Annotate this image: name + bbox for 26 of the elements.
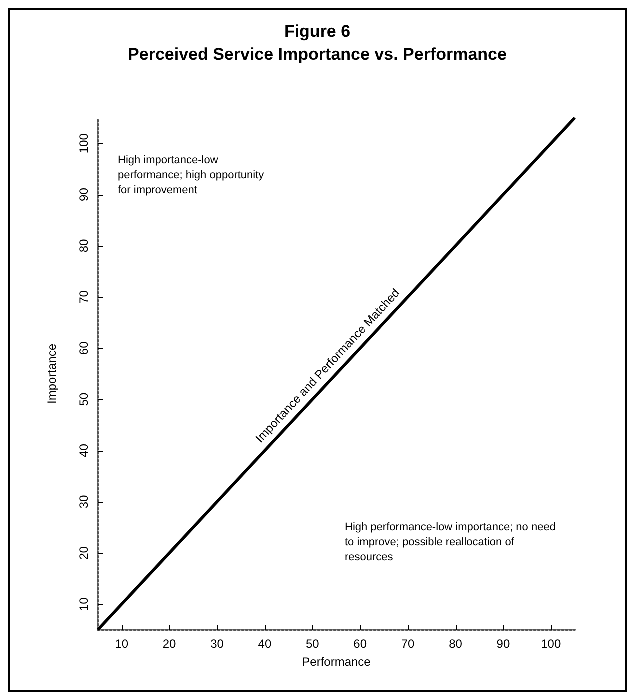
x-tick-label: 90 <box>496 637 510 651</box>
x-tick-label: 30 <box>210 637 224 651</box>
y-tick-label: 70 <box>77 290 91 304</box>
annotation: High importance-low performance; high opportunity for improvement <box>118 154 268 196</box>
y-tick-label: 50 <box>77 392 91 406</box>
x-tick-label: 40 <box>258 637 272 651</box>
annotation: High performance-low importance; no need to improve; possible reallocation of resources <box>345 522 560 564</box>
y-tick-label: 10 <box>77 597 91 612</box>
y-tick-label: 60 <box>77 341 91 356</box>
y-tick-label: 30 <box>77 495 91 509</box>
chart-title: Figure 6 <box>284 22 351 41</box>
x-axis-title: Performance <box>302 655 372 669</box>
x-tick-label: 60 <box>354 637 368 651</box>
x-tick-label: 100 <box>541 637 562 651</box>
y-axis-title: Importance <box>45 344 59 404</box>
y-tick-label: 100 <box>77 133 91 154</box>
y-tick-label: 80 <box>77 239 91 253</box>
x-tick-label: 80 <box>449 637 463 651</box>
chart-subtitle: Perceived Service Importance vs. Performance <box>128 45 507 64</box>
y-tick-label: 20 <box>77 546 91 560</box>
x-tick-label: 10 <box>115 637 129 651</box>
x-tick-label: 50 <box>306 637 320 651</box>
x-tick-label: 20 <box>162 637 177 651</box>
y-tick-label: 90 <box>77 188 91 202</box>
y-tick-label: 40 <box>77 444 91 458</box>
x-tick-label: 70 <box>401 637 416 651</box>
